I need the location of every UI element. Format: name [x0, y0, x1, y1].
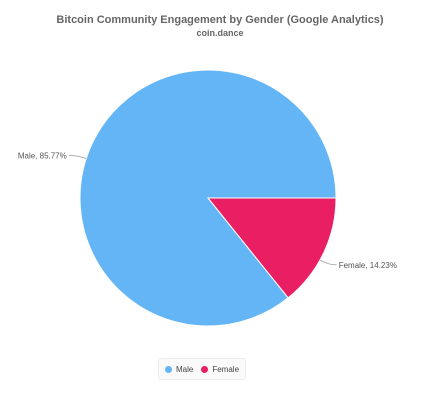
legend-swatch-female	[201, 365, 209, 373]
legend-label-male: Male	[176, 364, 194, 374]
legend-swatch-male	[165, 365, 172, 373]
chart-legend: Male Female	[158, 358, 247, 380]
chart-title: Bitcoin Community Engagement by Gender (…	[56, 14, 384, 26]
legend-item-male[interactable]: Male	[165, 365, 193, 374]
legend-item-female[interactable]: Female	[201, 365, 239, 374]
legend-label-female: Female	[212, 364, 240, 374]
connector-female	[319, 259, 337, 266]
connector-male	[68, 154, 87, 159]
slice-label-female: Female, 14.23%	[339, 261, 397, 270]
pie-slice-female[interactable]	[206, 197, 337, 299]
slice-label-male: Male, 85.77%	[18, 151, 67, 160]
chart-subtitle: coin.dance	[196, 28, 244, 38]
